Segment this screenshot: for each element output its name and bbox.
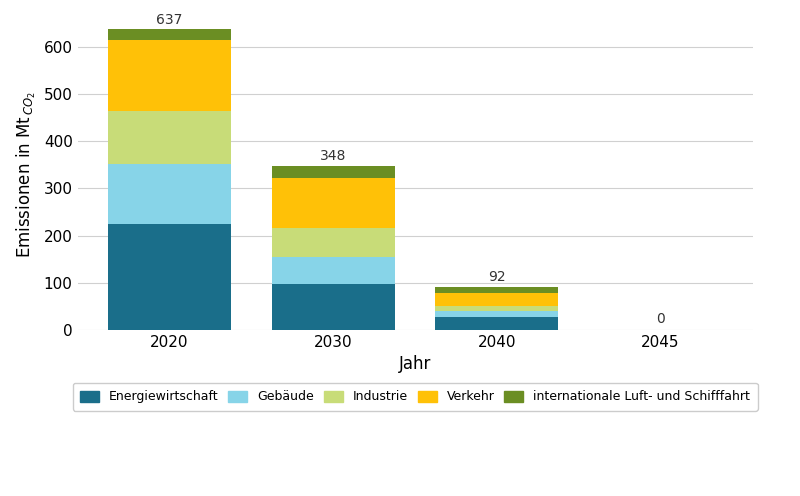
Bar: [272, 284, 394, 330]
Bar: [435, 317, 558, 330]
Text: 92: 92: [488, 270, 506, 284]
Bar: [272, 257, 394, 284]
Bar: [435, 287, 558, 293]
Bar: [272, 166, 394, 178]
Text: 0: 0: [656, 312, 665, 326]
Bar: [108, 29, 231, 40]
Legend: Energiewirtschaft, Gebäude, Industrie, Verkehr, internationale Luft- und Schifff: Energiewirtschaft, Gebäude, Industrie, V…: [73, 383, 758, 411]
Bar: [108, 224, 231, 330]
Bar: [108, 111, 231, 164]
Text: 637: 637: [156, 13, 182, 27]
Bar: [435, 307, 558, 311]
Y-axis label: Emissionen in Mt$_{\/CO_2}$: Emissionen in Mt$_{\/CO_2}$: [15, 91, 38, 258]
Bar: [435, 293, 558, 307]
Bar: [272, 228, 394, 257]
Bar: [435, 311, 558, 317]
X-axis label: Jahr: Jahr: [399, 355, 431, 373]
Bar: [108, 164, 231, 224]
Bar: [272, 178, 394, 228]
Text: 348: 348: [320, 149, 346, 163]
Bar: [108, 40, 231, 111]
